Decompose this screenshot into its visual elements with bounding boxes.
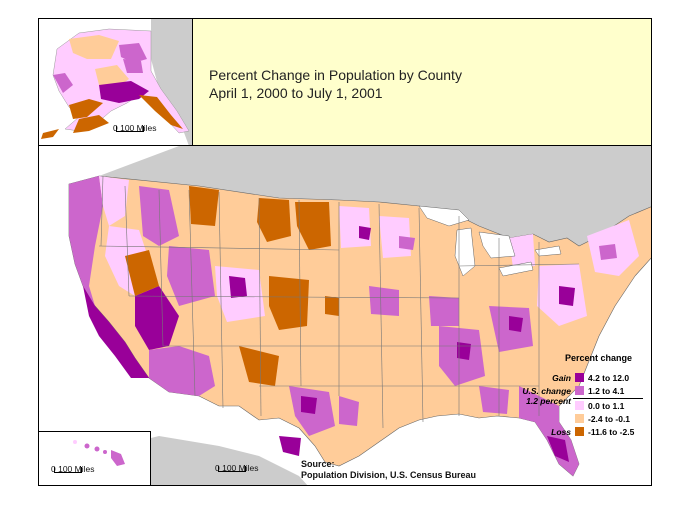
legend-row-1: Gain 4.2 to 12.0 bbox=[531, 373, 651, 384]
alaska-inset: 0 100 Miles bbox=[39, 19, 193, 146]
legend-row-4: -2.4 to -0.1 bbox=[531, 414, 651, 425]
legend-gain-label: Gain bbox=[552, 373, 571, 383]
legend-range-3: 0.0 to 1.1 bbox=[588, 401, 625, 411]
conus-scale-bar: 0 100 Miles bbox=[215, 463, 259, 473]
hawaii-inset: 0 100 Miles bbox=[39, 431, 151, 485]
hawaii-map bbox=[73, 440, 125, 466]
legend-us-change-value: 1.2 percent bbox=[526, 396, 571, 406]
conus-map bbox=[68, 146, 651, 485]
legend-loss-label: Loss bbox=[551, 427, 571, 437]
alaska-scale-bar: 0 100 Miles bbox=[113, 123, 157, 133]
legend: Percent change Gain 4.2 to 12.0 1.2 to 4… bbox=[522, 353, 651, 465]
source-label: Source: bbox=[301, 459, 335, 469]
legend-range-5: -11.6 to -2.5 bbox=[588, 427, 635, 437]
legend-range-2: 1.2 to 4.1 bbox=[588, 386, 625, 396]
legend-row-3: 0.0 to 1.1 bbox=[531, 401, 651, 412]
legend-row-2: 1.2 to 4.1 bbox=[531, 386, 651, 397]
map-subtitle: April 1, 2000 to July 1, 2001 bbox=[209, 85, 383, 101]
legend-swatch-5 bbox=[575, 427, 584, 436]
legend-range-1: 4.2 to 12.0 bbox=[588, 373, 630, 383]
title-box: Percent Change in Population by County A… bbox=[193, 19, 651, 146]
map-title: Percent Change in Population by County bbox=[209, 67, 462, 83]
legend-row-5: Loss -11.6 to -2.5 bbox=[531, 427, 651, 438]
legend-title: Percent change bbox=[565, 353, 633, 363]
map-frame: 0 100 Miles Percent Change in Population… bbox=[38, 18, 652, 486]
legend-swatch-4 bbox=[575, 414, 584, 423]
legend-swatch-3 bbox=[575, 401, 584, 410]
legend-us-change-line bbox=[573, 398, 643, 399]
source-text: Population Division, U.S. Census Bureau bbox=[301, 470, 477, 480]
hawaii-scale-bar: 0 100 Miles bbox=[51, 464, 95, 474]
legend-swatch-2 bbox=[575, 386, 584, 395]
legend-swatch-1 bbox=[575, 373, 584, 382]
alaska-map bbox=[39, 19, 192, 145]
source-note: Source: Population Division, U.S. Census… bbox=[301, 459, 476, 481]
legend-us-change-label: U.S. change bbox=[522, 386, 571, 396]
legend-range-4: -2.4 to -0.1 bbox=[588, 414, 631, 424]
